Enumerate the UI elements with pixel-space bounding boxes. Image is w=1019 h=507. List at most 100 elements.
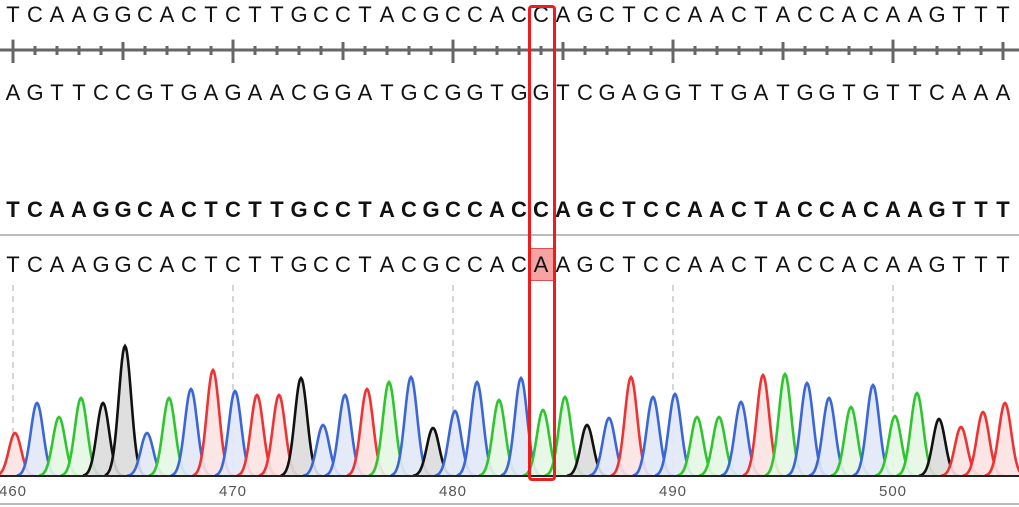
base-letter: G bbox=[422, 2, 440, 27]
base-letter: A bbox=[489, 197, 505, 222]
peak-T bbox=[984, 401, 1019, 477]
bottom-divider bbox=[0, 503, 1019, 505]
base-letter: T bbox=[952, 197, 966, 222]
base-letter: A bbox=[973, 80, 989, 105]
base-letter: G bbox=[928, 252, 946, 277]
base-letter: T bbox=[6, 2, 20, 27]
base-letter: T bbox=[622, 197, 636, 222]
base-letter: G bbox=[290, 252, 308, 277]
base-letter: C bbox=[291, 80, 307, 105]
base-letter: G bbox=[334, 80, 352, 105]
base-letter: C bbox=[863, 197, 879, 222]
base-letter: A bbox=[907, 252, 923, 277]
base-letter: C bbox=[665, 197, 681, 222]
base-letter: A bbox=[5, 80, 21, 105]
base-letter: G bbox=[796, 80, 814, 105]
base-letter: A bbox=[775, 197, 791, 222]
base-letter: G bbox=[312, 80, 330, 105]
base-letter: T bbox=[72, 80, 86, 105]
base-letter: A bbox=[687, 252, 703, 277]
base-letter: C bbox=[27, 252, 43, 277]
base-letter: C bbox=[335, 197, 351, 222]
base-letter: T bbox=[204, 252, 218, 277]
base-letter: A bbox=[753, 80, 769, 105]
base-letter: A bbox=[995, 80, 1011, 105]
base-letter: T bbox=[974, 252, 988, 277]
chromatogram-trace bbox=[0, 285, 1019, 478]
axis-label: 500 bbox=[878, 483, 908, 500]
base-letter: T bbox=[270, 2, 284, 27]
base-letter: C bbox=[467, 252, 483, 277]
base-letter: T bbox=[952, 2, 966, 27]
base-letter: G bbox=[422, 197, 440, 222]
base-letter: C bbox=[599, 252, 615, 277]
track-divider bbox=[0, 234, 1019, 236]
base-letter: T bbox=[204, 197, 218, 222]
base-letter: T bbox=[380, 80, 394, 105]
base-letter: T bbox=[358, 197, 372, 222]
base-letter: C bbox=[643, 197, 659, 222]
base-letter: T bbox=[622, 2, 636, 27]
base-letter: G bbox=[290, 2, 308, 27]
base-letter: C bbox=[93, 80, 109, 105]
base-letter: C bbox=[643, 252, 659, 277]
base-letter: A bbox=[269, 80, 285, 105]
base-letter: C bbox=[797, 2, 813, 27]
base-letter: T bbox=[248, 197, 262, 222]
base-letter: T bbox=[754, 252, 768, 277]
base-letter: T bbox=[974, 2, 988, 27]
base-letter: A bbox=[885, 2, 901, 27]
base-letter: C bbox=[731, 2, 747, 27]
base-letter: G bbox=[92, 252, 110, 277]
base-letter: C bbox=[137, 197, 153, 222]
base-letter: C bbox=[599, 2, 615, 27]
base-letter: C bbox=[137, 2, 153, 27]
base-letter: T bbox=[996, 2, 1010, 27]
peak-fill-T bbox=[985, 403, 1019, 476]
base-letter: T bbox=[50, 80, 64, 105]
base-letter: T bbox=[996, 197, 1010, 222]
base-letter: T bbox=[886, 80, 900, 105]
base-letter: A bbox=[379, 197, 395, 222]
base-letter: G bbox=[92, 197, 110, 222]
base-letter: C bbox=[577, 80, 593, 105]
base-letter: A bbox=[159, 2, 175, 27]
base-letter: A bbox=[159, 197, 175, 222]
base-letter: A bbox=[841, 2, 857, 27]
base-letter: T bbox=[908, 80, 922, 105]
base-letter: G bbox=[642, 80, 660, 105]
base-letter: A bbox=[489, 252, 505, 277]
base-letter: T bbox=[248, 252, 262, 277]
base-letter: G bbox=[224, 80, 242, 105]
base-letter: A bbox=[775, 2, 791, 27]
base-letter: T bbox=[754, 197, 768, 222]
base-letter: A bbox=[489, 2, 505, 27]
base-letter: G bbox=[576, 197, 594, 222]
base-letter: C bbox=[27, 2, 43, 27]
axis-label: 490 bbox=[658, 483, 688, 500]
base-letter: A bbox=[379, 2, 395, 27]
base-letter: C bbox=[797, 252, 813, 277]
axis-label: 480 bbox=[438, 483, 468, 500]
base-letter: C bbox=[423, 80, 439, 105]
base-letter: C bbox=[929, 80, 945, 105]
axis-label: 460 bbox=[0, 483, 28, 500]
base-letter: T bbox=[6, 252, 20, 277]
base-letter: A bbox=[203, 80, 219, 105]
base-letter: G bbox=[400, 80, 418, 105]
base-letter: T bbox=[6, 197, 20, 222]
base-letter: C bbox=[511, 2, 527, 27]
base-letter: G bbox=[114, 197, 132, 222]
base-letter: C bbox=[313, 2, 329, 27]
base-letter: T bbox=[710, 80, 724, 105]
base-letter: G bbox=[180, 80, 198, 105]
base-letter: C bbox=[819, 2, 835, 27]
base-letter: C bbox=[225, 2, 241, 27]
base-letter: G bbox=[136, 80, 154, 105]
base-letter: C bbox=[533, 197, 549, 222]
base-letter: A bbox=[49, 197, 65, 222]
base-letter: A bbox=[247, 80, 263, 105]
